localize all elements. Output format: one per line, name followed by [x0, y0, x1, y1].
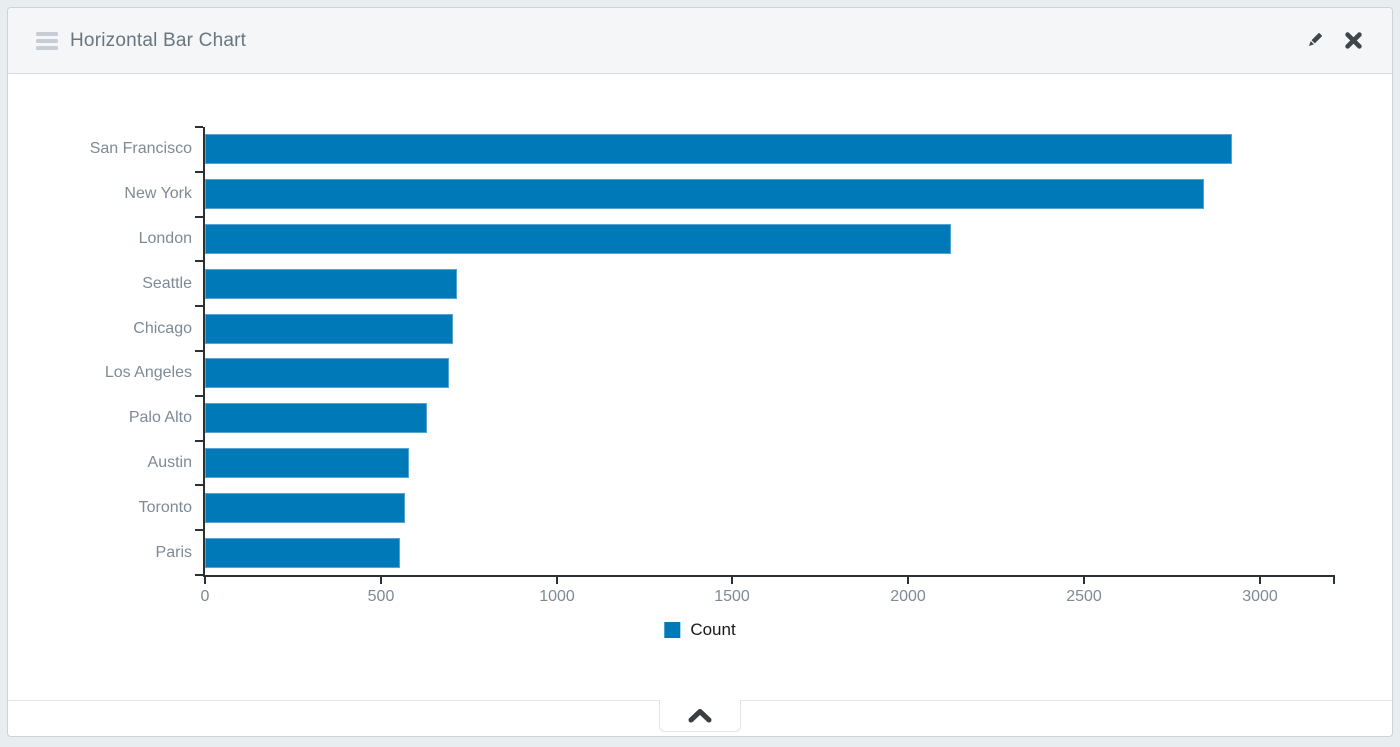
y-axis-label: San Francisco: [89, 140, 192, 157]
chart-bar[interactable]: [205, 448, 409, 478]
pencil-icon: [1309, 32, 1323, 46]
y-axis-tick: [195, 574, 203, 576]
chart-bar[interactable]: [205, 493, 405, 523]
y-axis-tick: [195, 216, 203, 218]
chart-bar[interactable]: [205, 269, 457, 299]
x-axis-tick-label: 3000: [1242, 588, 1278, 605]
x-axis-tick: [731, 577, 733, 584]
chart-bar[interactable]: [205, 403, 427, 433]
y-axis-tick: [195, 484, 203, 486]
y-axis-label: Paris: [155, 544, 192, 561]
x-axis: [203, 575, 1335, 577]
x-axis-tick: [380, 577, 382, 584]
x-axis-tick: [907, 577, 909, 584]
edit-button[interactable]: [1303, 29, 1326, 52]
x-axis-tick: [204, 577, 206, 584]
y-axis-tick: [195, 395, 203, 397]
x-axis-tick-label: 500: [367, 588, 395, 605]
legend-swatch-count[interactable]: [664, 622, 681, 638]
y-axis-tick: [195, 305, 203, 307]
x-axis-tick: [1259, 577, 1261, 584]
y-axis-label: London: [138, 230, 192, 247]
chart-bar[interactable]: [205, 358, 449, 388]
y-axis-label: Chicago: [133, 320, 192, 337]
y-axis-label: Seattle: [142, 275, 192, 292]
x-axis-end-tick: [1333, 577, 1335, 584]
y-axis-tick: [195, 529, 203, 531]
y-axis-tick: [195, 350, 203, 352]
y-axis-tick: [195, 440, 203, 442]
y-axis-tick: [195, 126, 203, 128]
x-axis-tick-label: 1000: [539, 588, 575, 605]
x-axis-tick: [1083, 577, 1085, 584]
visualization-panel: Horizontal Bar Chart: [7, 7, 1393, 737]
chart-bar[interactable]: [205, 538, 400, 568]
chart-bar[interactable]: [205, 179, 1204, 209]
collapse-panel-button[interactable]: [659, 700, 741, 732]
y-axis-label: Palo Alto: [128, 409, 192, 426]
panel-header: Horizontal Bar Chart: [8, 8, 1392, 74]
close-icon: [1345, 32, 1362, 49]
chart-bar[interactable]: [205, 314, 453, 344]
x-axis-tick-label: 1500: [714, 588, 750, 605]
x-axis-tick: [556, 577, 558, 584]
legend-label-count[interactable]: Count: [690, 620, 736, 639]
x-axis-tick-label: 2000: [890, 588, 926, 605]
y-axis-label: New York: [124, 185, 192, 202]
close-button[interactable]: [1343, 30, 1364, 51]
chart-bar[interactable]: [205, 224, 951, 254]
panel-actions: [1303, 29, 1364, 52]
chart-legend: Count: [664, 620, 736, 640]
chevron-up-icon: [688, 709, 712, 723]
y-axis-label: Los Angeles: [104, 364, 192, 381]
y-axis-label: Toronto: [138, 499, 192, 516]
hamburger-icon[interactable]: [36, 31, 58, 50]
x-axis-tick-label: 2500: [1066, 588, 1102, 605]
y-axis: [203, 127, 205, 575]
y-axis-tick: [195, 171, 203, 173]
panel-title: Horizontal Bar Chart: [70, 29, 247, 51]
y-axis-tick: [195, 260, 203, 262]
horizontal-bar-chart: Count San Francisco New York London Seattle…: [8, 74, 1392, 700]
y-axis-label: Austin: [147, 454, 192, 471]
chart-bar[interactable]: [205, 134, 1232, 164]
x-axis-tick-label: 0: [200, 588, 210, 605]
